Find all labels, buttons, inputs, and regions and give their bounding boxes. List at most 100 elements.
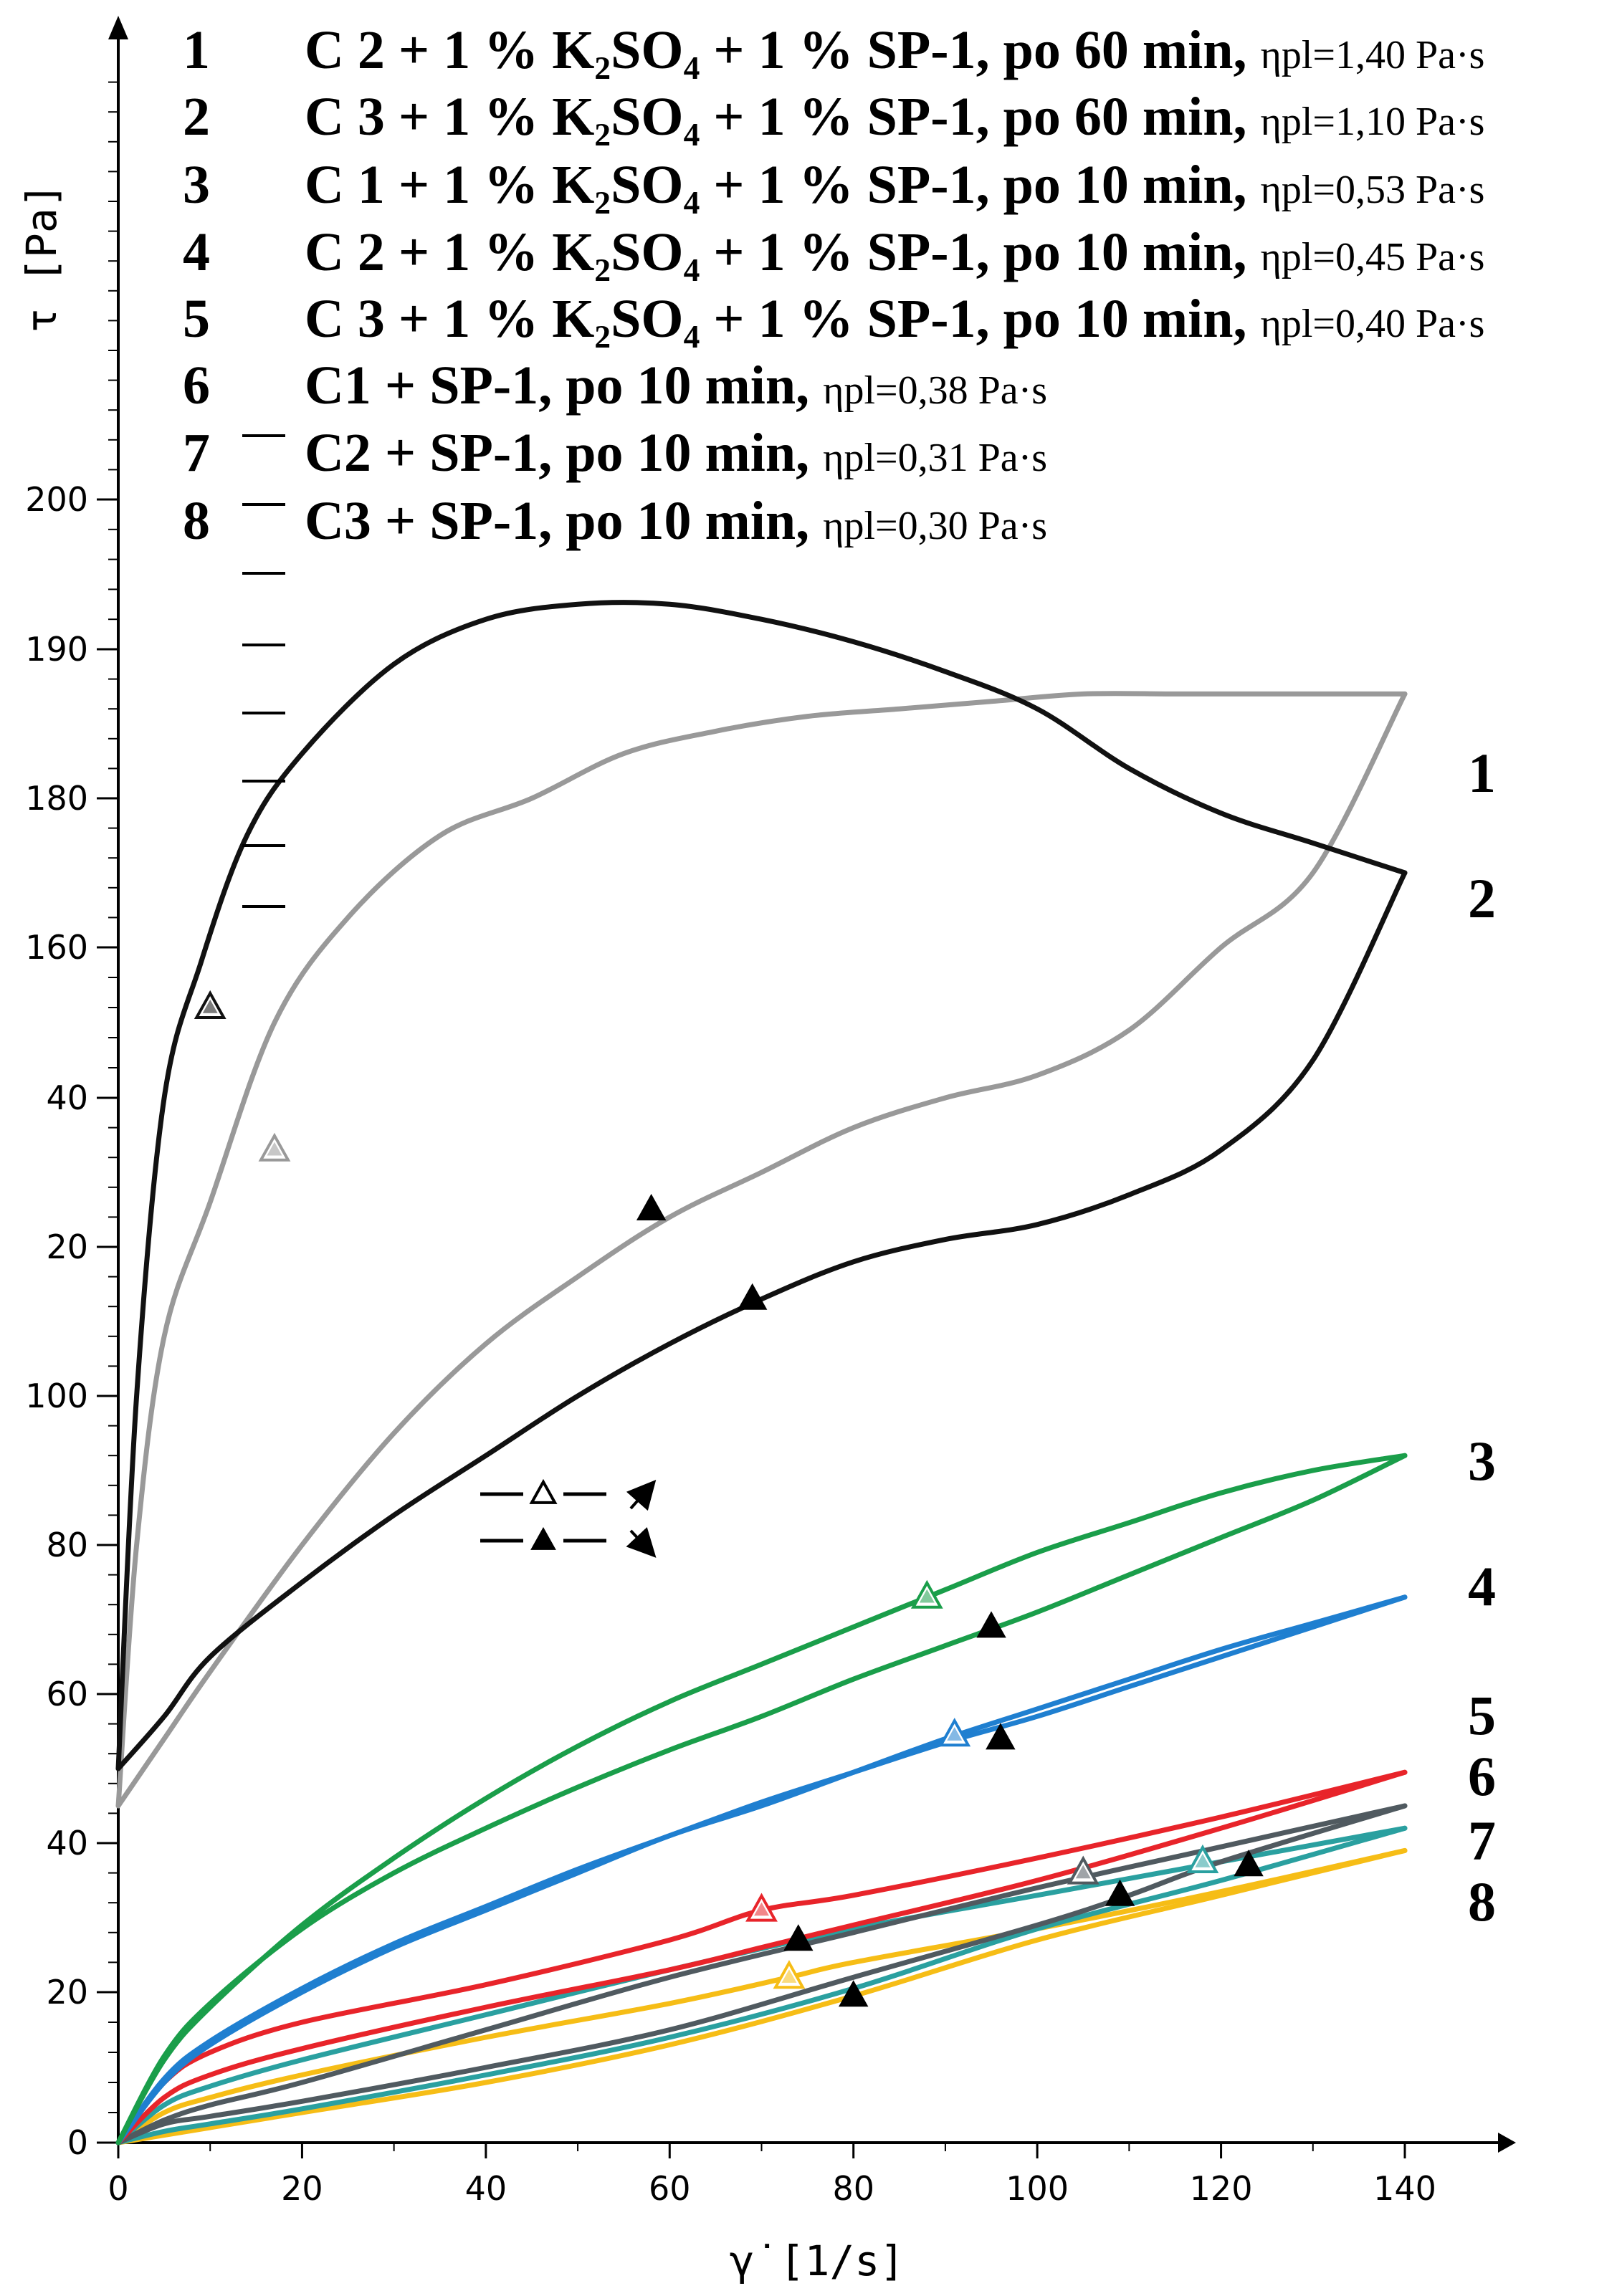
legend-label: C 3 + 1 % K₂SO₄ + 1 % SP-1, po 10 min, η… xyxy=(305,289,1484,349)
series-8-down-curve xyxy=(115,1847,1408,2146)
y-tick-label: 0 xyxy=(67,2123,88,2162)
series-4-down-marker xyxy=(986,1723,1016,1750)
legend-label: C 2 + 1 % K₂SO₄ + 1 % SP-1, po 10 min, η… xyxy=(305,222,1484,282)
series-3-up-curve xyxy=(115,1453,1408,2146)
legend-row-6: 6 C1 + SP-1, po 10 min, ηpl=0,38 Pa·s xyxy=(183,355,1047,416)
x-tick-label: 140 xyxy=(1373,2169,1436,2208)
direction-legend-down xyxy=(480,1526,657,1558)
y-axis-arrow-icon xyxy=(108,16,128,39)
series-6-down-marker xyxy=(1105,1879,1135,1906)
legend-label: C 3 + 1 % K₂SO₄ + 1 % SP-1, po 60 min, η… xyxy=(305,87,1484,147)
legend-label: C2 + SP-1, po 10 min, ηpl=0,31 Pa·s xyxy=(305,423,1047,483)
legend-viscosity: ηpl=0,38 Pa·s xyxy=(823,368,1047,413)
legend-viscosity: ηpl=0,53 Pa·s xyxy=(1261,168,1485,212)
y-tick-label: 20 xyxy=(46,1228,88,1266)
legend-number: 1 xyxy=(183,20,210,80)
curve-label-1: 1 xyxy=(1468,742,1496,804)
legend-number: 3 xyxy=(183,155,210,215)
series-1-up-marker-core xyxy=(202,1000,218,1013)
series-7-up-marker-core xyxy=(1195,1854,1211,1867)
series-4-down-curve xyxy=(115,1594,1408,2146)
x-tick-label: 100 xyxy=(1006,2169,1069,2208)
y-tick-label: 40 xyxy=(46,1078,88,1117)
x-axis-label: γ̇ [1/s] xyxy=(730,2237,905,2285)
x-tick-label: 120 xyxy=(1190,2169,1253,2208)
y-tick-label: 160 xyxy=(25,928,88,967)
series-3-down-curve xyxy=(115,1453,1408,2146)
legend-row-3: 3 C 1 + 1 % K₂SO₄ + 1 % SP-1, po 10 min, … xyxy=(183,155,1484,215)
legend-viscosity: ηpl=1,40 Pa·s xyxy=(1261,33,1485,77)
open-triangle-icon xyxy=(529,1478,558,1504)
series-8-up-curve xyxy=(115,1847,1408,2146)
y-tick-label: 60 xyxy=(46,1675,88,1713)
legend-viscosity: ηpl=0,31 Pa·s xyxy=(823,436,1047,480)
y-tick-label: 20 xyxy=(46,1973,88,2012)
curve-label-4: 4 xyxy=(1468,1555,1496,1617)
y-tick-label: 190 xyxy=(25,630,88,669)
series-8-up-marker-core xyxy=(781,1969,797,1983)
arrow-up-right-icon xyxy=(626,1480,657,1511)
series-5-up-curve xyxy=(115,1769,1408,2146)
curve-label-7: 7 xyxy=(1468,1809,1496,1872)
direction-markers xyxy=(194,990,1264,2007)
curve-label-8: 8 xyxy=(1468,1870,1496,1933)
y-tick-label: 80 xyxy=(46,1526,88,1564)
series-8-down-marker xyxy=(839,1980,869,2007)
legend-row-7: 7 C2 + SP-1, po 10 min, ηpl=0,31 Pa·s xyxy=(183,423,1047,483)
curves xyxy=(115,600,1408,2146)
series-6-up-curve xyxy=(115,1803,1408,2146)
x-axis-arrow-icon xyxy=(1498,2133,1516,2153)
series-5-down-curve xyxy=(115,1769,1408,2146)
legend-number: 6 xyxy=(183,355,210,416)
direction-legend xyxy=(480,1478,657,1558)
arrow-down-right-icon xyxy=(626,1526,657,1558)
legend-label: C3 + SP-1, po 10 min, ηpl=0,30 Pa·s xyxy=(305,491,1047,551)
x-tick-label: 60 xyxy=(649,2169,691,2208)
legend: 1 C 2 + 1 % K₂SO₄ + 1 % SP-1, po 60 min, … xyxy=(183,20,1484,908)
series-6-down-curve xyxy=(115,1803,1408,2146)
legend-viscosity: ηpl=1,10 Pa·s xyxy=(1261,100,1485,144)
series-5-up-marker-core xyxy=(754,1902,769,1916)
y-tick-label: 100 xyxy=(25,1377,88,1415)
series-3-up-marker-core xyxy=(919,1589,935,1603)
x-tick-label: 40 xyxy=(465,2169,507,2208)
legend-number: 7 xyxy=(183,423,210,483)
filled-triangle-icon xyxy=(530,1526,556,1550)
legend-row-5: 5 C 3 + 1 % K₂SO₄ + 1 % SP-1, po 10 min, … xyxy=(183,289,1484,349)
series-2-down-curve xyxy=(115,691,1408,1809)
series-7-down-curve xyxy=(115,1825,1408,2146)
y-tick-label: 180 xyxy=(25,779,88,818)
series-2-down-marker xyxy=(636,1193,667,1220)
x-tick-label: 0 xyxy=(108,2169,128,2208)
legend-viscosity: ηpl=0,40 Pa·s xyxy=(1261,302,1485,346)
legend-number: 5 xyxy=(183,289,210,349)
legend-label: C 2 + 1 % K₂SO₄ + 1 % SP-1, po 60 min, η… xyxy=(305,20,1484,80)
curve-label-5: 5 xyxy=(1468,1684,1496,1746)
y-axis-label: τ [Pa] xyxy=(17,183,66,333)
series-1-up-curve xyxy=(115,600,1408,1771)
legend-row-2: 2 C 3 + 1 % K₂SO₄ + 1 % SP-1, po 60 min, … xyxy=(183,87,1484,147)
legend-row-4: 4 C 2 + 1 % K₂SO₄ + 1 % SP-1, po 10 min, … xyxy=(183,222,1484,282)
x-tick-label: 20 xyxy=(281,2169,323,2208)
series-1-down-curve xyxy=(115,870,1408,1771)
x-tick-label: 80 xyxy=(832,2169,874,2208)
y-tick-label: 200 xyxy=(25,480,88,519)
curve-label-2: 2 xyxy=(1468,867,1496,929)
series-5-down-marker xyxy=(783,1924,814,1951)
series-7-down-marker xyxy=(1234,1850,1264,1877)
series-4-up-marker-core xyxy=(947,1727,963,1741)
legend-number: 4 xyxy=(183,222,210,282)
legend-number: 8 xyxy=(183,491,210,551)
curve-label-3: 3 xyxy=(1468,1430,1496,1492)
legend-row-1: 1 C 2 + 1 % K₂SO₄ + 1 % SP-1, po 60 min, … xyxy=(183,20,1484,80)
series-6-up-marker-core xyxy=(1075,1865,1091,1879)
series-3-down-marker xyxy=(976,1611,1006,1638)
legend-number: 2 xyxy=(183,87,210,147)
legend-row-8: 8 C3 + SP-1, po 10 min, ηpl=0,30 Pa·s xyxy=(183,491,1047,551)
curve-label-6: 6 xyxy=(1468,1745,1496,1807)
y-tick-label: 40 xyxy=(46,1824,88,1862)
legend-viscosity: ηpl=0,30 Pa·s xyxy=(823,504,1047,548)
legend-viscosity: ηpl=0,45 Pa·s xyxy=(1261,235,1485,279)
